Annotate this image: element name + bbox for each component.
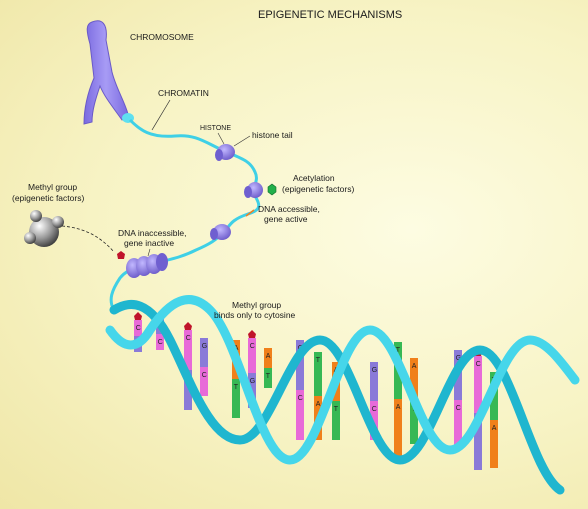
base-label: A [492, 425, 497, 432]
base-label: T [316, 357, 321, 364]
accessible-marker [245, 209, 255, 217]
base-label: G [456, 355, 461, 362]
label-dna-accessible-1: DNA accessible, [258, 204, 320, 214]
label-chromosome: CHROMOSOME [130, 32, 194, 42]
chromatin-strand [109, 118, 261, 311]
base-a [490, 420, 498, 468]
label-methyl-binds-1: Methyl group [232, 300, 281, 310]
label-methyl-group-2: (epigenetic factors) [12, 193, 84, 203]
methyl-dashed-arrow [61, 225, 115, 253]
base-label: A [396, 404, 401, 411]
methyl-group-molecule-icon [24, 210, 64, 247]
base-a [410, 358, 418, 401]
histone-2 [244, 182, 263, 198]
base-c [184, 330, 192, 370]
label-histone: HISTONE [200, 125, 231, 132]
base-c [296, 390, 304, 440]
base-c [370, 401, 378, 440]
label-acetylation-2: (epigenetic factors) [282, 184, 354, 194]
base-label: C [476, 361, 481, 368]
base-t [232, 379, 240, 418]
base-label: C [186, 335, 191, 342]
label-dna-inaccessible-1: DNA inaccessible, [118, 228, 187, 238]
base-t [332, 401, 340, 440]
base-label: C [202, 372, 207, 379]
base-label: C [298, 395, 303, 402]
chromosome-icon [83, 20, 134, 125]
base-label: A [316, 401, 321, 408]
base-c [134, 320, 142, 336]
label-dna-inaccessible-2: gene inactive [124, 238, 174, 248]
base-label: G [250, 378, 255, 385]
methyl-marker-inactive [117, 251, 125, 259]
base-label: A [266, 353, 271, 360]
label-chromatin: CHROMATIN [158, 88, 209, 98]
inactive-leader-line [147, 248, 151, 257]
base-label: C [136, 325, 141, 332]
base-g [184, 370, 192, 410]
histone-tail-leader-line [233, 135, 251, 147]
base-label: T [396, 347, 401, 354]
histone-3 [210, 224, 231, 240]
label-methyl-group-1: Methyl group [28, 182, 77, 192]
methyl-group-on-cytosine [134, 312, 142, 320]
base-label: C [456, 405, 461, 412]
base-label: C [158, 339, 163, 346]
base-c [454, 400, 462, 450]
histone-1 [215, 144, 235, 161]
label-acetylation-1: Acetylation [293, 173, 335, 183]
base-label: T [234, 384, 239, 391]
base-c [200, 367, 208, 396]
base-label: A [412, 363, 417, 370]
base-a [394, 399, 402, 456]
dna-strand-back [109, 300, 565, 495]
diagram-title: EPIGENETIC MECHANISMS [258, 9, 402, 21]
histone-leader-line [217, 132, 225, 145]
base-c [156, 334, 164, 350]
base-label: C [250, 343, 255, 350]
label-dna-accessible-2: gene active [264, 214, 308, 224]
base-label: G [372, 367, 377, 374]
acetyl-group-icon [267, 183, 277, 196]
histone-cluster [126, 253, 168, 278]
base-g [370, 362, 378, 401]
base-t [314, 352, 322, 396]
base-g [296, 340, 304, 390]
base-label: T [334, 406, 339, 413]
base-c [474, 356, 482, 413]
methyl-group-on-cytosine [248, 330, 256, 338]
base-g [200, 338, 208, 367]
label-histone-tail: histone tail [252, 130, 293, 140]
label-methyl-binds-2: binds only to cytosine [214, 310, 296, 320]
base-label: G [202, 343, 207, 350]
base-label: T [266, 373, 271, 380]
base-label: C [372, 406, 377, 413]
base-g [474, 413, 482, 470]
base-t [264, 368, 272, 388]
chromatin-leader-line [151, 99, 171, 131]
base-c [248, 338, 256, 373]
base-t [410, 401, 418, 444]
methyl-group-on-cytosine [184, 322, 192, 330]
dna-strand-front [105, 295, 580, 465]
base-a [264, 348, 272, 368]
